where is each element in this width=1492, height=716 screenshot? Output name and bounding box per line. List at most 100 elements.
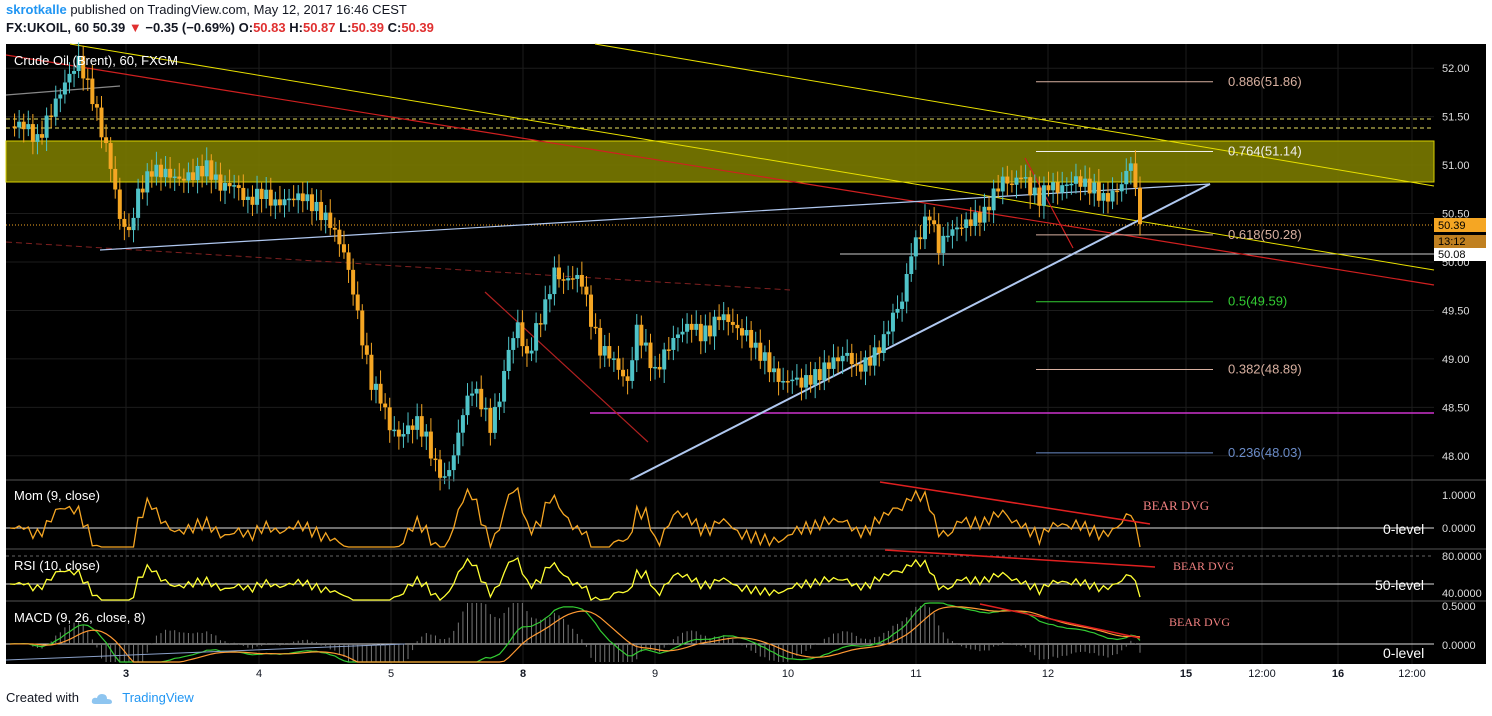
candle-body (126, 226, 131, 231)
candle-body (538, 323, 543, 325)
candle-body (438, 459, 443, 478)
candle-body (145, 171, 150, 193)
candle-body (520, 322, 525, 347)
blue-trendline-upper (99, 183, 1211, 251)
candle-body (415, 416, 420, 430)
fib-label: 0.618(50.28) (1228, 227, 1302, 242)
candle-body (621, 369, 626, 377)
candle-body (277, 199, 282, 206)
candle-body (1055, 182, 1060, 193)
candle-body (1119, 184, 1124, 192)
candle-body (854, 364, 859, 366)
candle-body (922, 216, 927, 240)
fib-label: 0.5(49.59) (1228, 294, 1287, 309)
candle-body (104, 137, 109, 144)
candle-body (552, 267, 557, 295)
candle-body (26, 124, 31, 130)
candle-body (675, 334, 680, 338)
candle-body (227, 183, 232, 187)
candle-body (117, 189, 122, 219)
low-label: L: (339, 20, 352, 35)
time-tick-label: 11 (910, 668, 921, 680)
candle-body (195, 165, 200, 181)
candle-body (296, 193, 301, 201)
candle-body (813, 369, 818, 385)
candle-body (872, 347, 877, 366)
candle-body (1083, 178, 1088, 187)
candle-body (479, 388, 484, 410)
candle-body (602, 346, 607, 356)
candle-body (319, 201, 324, 221)
candle-body (1005, 176, 1010, 184)
candle-body (1105, 193, 1110, 202)
candle-body (671, 337, 676, 350)
candle-body (488, 407, 493, 433)
candle-body (383, 403, 388, 408)
candle-body (726, 314, 731, 322)
candle-body (264, 189, 269, 200)
candle-body (547, 294, 552, 300)
candle-body (845, 352, 850, 356)
price-tick-label: 50.50 (1442, 209, 1470, 221)
candle-body (868, 357, 873, 366)
candle-body (433, 458, 438, 461)
last-price-tag (1434, 218, 1486, 232)
price-pane-title: Crude Oil (Brent), 60, FXCM (14, 53, 178, 68)
fib-levels: 0.886(51.86) 0.764(51.14) 0.618(50.28) 0.5(… (1036, 74, 1302, 460)
candle-body (630, 360, 635, 381)
candle-body (30, 124, 35, 142)
price-change: −0.35 (−0.69%) (145, 20, 235, 35)
candle-body (593, 326, 598, 329)
candle-body (12, 126, 17, 128)
candle-body (643, 342, 648, 346)
time-axis: 3 4 5 8 9 10 11 12 15 12:00 16 12:00 (123, 668, 1426, 680)
close-value: 50.39 (401, 20, 434, 35)
high-label: H: (289, 20, 303, 35)
candle-body (996, 188, 1001, 192)
candle-body (1000, 176, 1005, 192)
candle-body (332, 227, 337, 230)
candle-body (858, 364, 863, 372)
candle-body (790, 379, 795, 382)
rsi-tick-40: 40.0000 (1442, 588, 1482, 600)
red-trendline (5, 54, 1435, 286)
mom-line (9, 486, 1141, 550)
candle-body (561, 279, 566, 281)
candle-body (987, 206, 992, 211)
candle-body (1138, 187, 1142, 225)
candle-body (158, 164, 163, 178)
time-tick-label: 12:00 (1398, 668, 1426, 680)
candle-body (168, 168, 173, 178)
publish-info: published on TradingView.com, May 12, 20… (70, 2, 407, 17)
rsi-50-level-label: 50-level (1375, 577, 1424, 593)
candle-body (136, 188, 141, 218)
candle-body (53, 98, 58, 117)
candle-body (945, 235, 950, 238)
candle-body (245, 196, 250, 201)
candle-body (364, 345, 369, 355)
down-triangle-icon: ▼ (128, 20, 142, 35)
candle-body (451, 455, 456, 471)
candle-body (808, 375, 813, 385)
candle-body (305, 194, 310, 202)
author-name[interactable]: skrotkalle (6, 2, 67, 17)
candle-body (90, 78, 95, 105)
candle-body (566, 278, 571, 281)
tradingview-link[interactable]: TradingView (122, 690, 194, 705)
candle-body (950, 229, 955, 236)
candle-body (762, 352, 767, 361)
candle-body (575, 274, 580, 279)
candle-body (968, 219, 973, 226)
candle-body (502, 370, 507, 402)
candle-body (447, 470, 452, 477)
candle-body (250, 196, 255, 205)
candle-body (511, 338, 516, 350)
candle-body (273, 199, 278, 206)
open-label: O: (238, 20, 254, 35)
candle-body (680, 331, 685, 335)
candle-body (140, 188, 145, 193)
candle-body (657, 366, 662, 370)
candle-body (392, 429, 397, 432)
mom-divergence-arrow (879, 481, 1151, 525)
